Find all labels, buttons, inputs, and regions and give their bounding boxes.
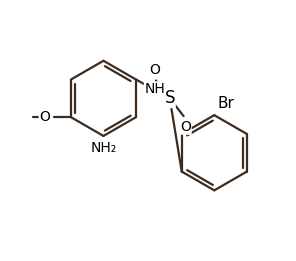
Text: O: O — [39, 110, 50, 124]
Text: NH: NH — [144, 82, 165, 96]
Text: O: O — [149, 63, 160, 76]
Text: Br: Br — [217, 96, 234, 111]
Text: S: S — [165, 89, 175, 107]
Text: O: O — [180, 120, 191, 134]
Text: NH₂: NH₂ — [90, 141, 117, 155]
